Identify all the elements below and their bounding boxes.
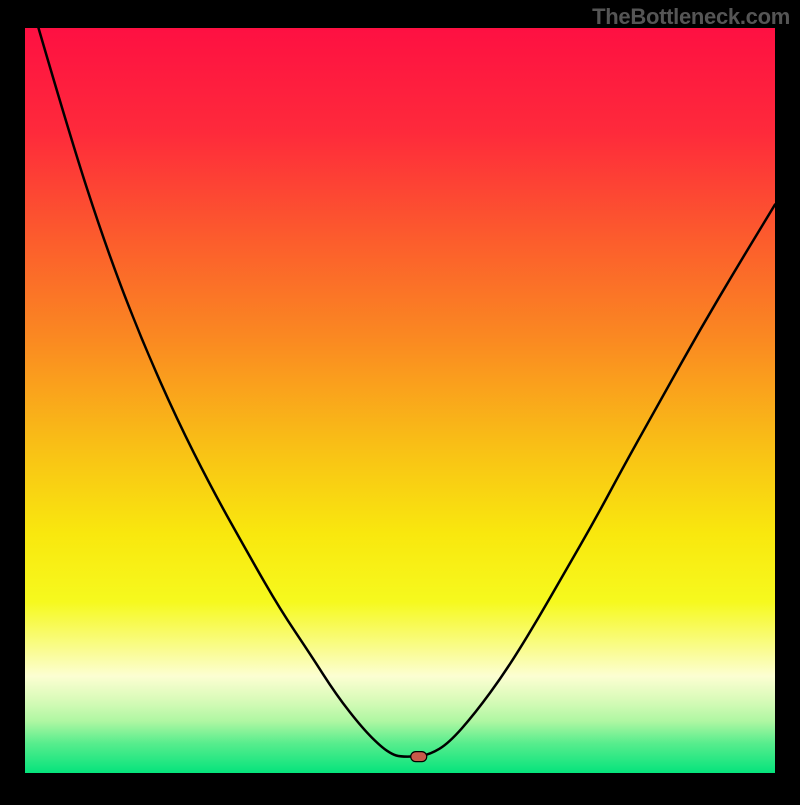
- plot-background: [25, 28, 775, 773]
- chart-container: TheBottleneck.com: [0, 0, 800, 800]
- attribution-text: TheBottleneck.com: [592, 4, 790, 30]
- minimum-marker: [411, 752, 427, 762]
- bottleneck-chart: [0, 0, 800, 800]
